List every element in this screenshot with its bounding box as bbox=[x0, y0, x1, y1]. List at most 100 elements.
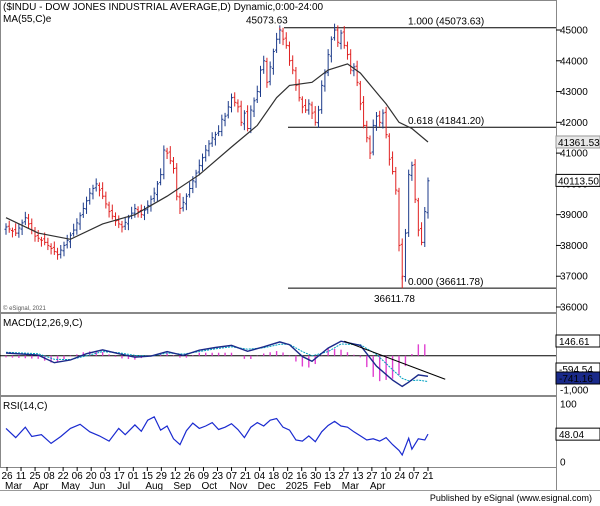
macd-last-box-histogram bbox=[555, 334, 600, 348]
price-candle bbox=[294, 66, 298, 91]
price-candle bbox=[110, 204, 114, 220]
price-candle bbox=[345, 41, 349, 60]
price-candle bbox=[420, 222, 424, 246]
price-candle bbox=[284, 32, 288, 49]
date-tick-month: Mar bbox=[342, 481, 360, 490]
price-candle bbox=[226, 101, 230, 119]
fibonacci-retracement: 1.000 (45073.63) 0.618 (41841.20) 0.000 (3… bbox=[246, 16, 556, 305]
price-candle bbox=[14, 223, 18, 237]
price-candle bbox=[416, 197, 420, 237]
price-panel-frame bbox=[0, 0, 557, 313]
price-candle bbox=[374, 111, 378, 131]
date-tick-month: Dec bbox=[258, 481, 276, 490]
price-candle bbox=[72, 223, 76, 237]
price-candle bbox=[255, 85, 259, 104]
price-candle bbox=[313, 106, 317, 126]
price-candle bbox=[184, 193, 188, 211]
price-candle bbox=[410, 161, 414, 181]
price-candle bbox=[62, 241, 66, 257]
price-candle bbox=[68, 232, 72, 249]
date-tick-day: 26 bbox=[184, 471, 196, 482]
date-tick-month: Nov bbox=[230, 481, 248, 490]
price-candle bbox=[23, 211, 27, 226]
price-candle bbox=[165, 147, 169, 160]
price-candle bbox=[320, 80, 324, 114]
price-candle bbox=[85, 196, 89, 214]
date-tick-day: 01 bbox=[128, 471, 140, 482]
date-tick-day: 07 bbox=[226, 471, 238, 482]
date-tick-day: 02 bbox=[282, 471, 294, 482]
price-tick-label: 43000 bbox=[560, 87, 588, 98]
price-candle bbox=[88, 188, 92, 205]
date-tick-day: 24 bbox=[394, 471, 406, 482]
macd-line bbox=[5, 340, 429, 388]
price-tick-label: 41000 bbox=[560, 149, 588, 160]
price-candle bbox=[316, 105, 320, 128]
price-candle bbox=[249, 105, 253, 134]
price-candle bbox=[188, 182, 192, 198]
price-candle bbox=[155, 180, 159, 201]
macd-last-label-macd: -594.54 bbox=[559, 365, 593, 376]
date-tick-day: 13 bbox=[324, 471, 336, 482]
date-tick-day: 23 bbox=[212, 471, 224, 482]
price-candle bbox=[326, 49, 330, 77]
price-candle bbox=[94, 178, 98, 192]
price-candle bbox=[97, 182, 101, 197]
price-candle bbox=[36, 229, 40, 243]
price-candle bbox=[104, 191, 108, 209]
price-candle bbox=[307, 99, 311, 115]
price-candle bbox=[368, 135, 372, 160]
price-candle bbox=[204, 144, 208, 162]
rsi-plot: 05010048.04 bbox=[5, 400, 600, 469]
last-value-label-price: 40113.50 bbox=[558, 176, 599, 187]
rsi-panel-frame bbox=[0, 396, 557, 468]
price-candle bbox=[10, 227, 14, 238]
price-candle bbox=[133, 203, 137, 218]
date-tick-day: 03 bbox=[100, 471, 112, 482]
macd-plot: -1,000 146.61 -594.54-741.16 bbox=[0, 334, 600, 397]
price-candle bbox=[194, 169, 198, 188]
price-candle bbox=[152, 187, 156, 203]
macd-trendline bbox=[344, 340, 446, 380]
macd-signal-line bbox=[5, 343, 429, 382]
price-candles bbox=[4, 23, 430, 289]
date-tick-day: 15 bbox=[142, 471, 154, 482]
chart-canvas: 1.000 (45073.63) 0.618 (41841.20) 0.000 (3… bbox=[0, 0, 600, 490]
date-tick-day: 09 bbox=[198, 471, 210, 482]
price-axis: 3600037000380003900040000410004200043000… bbox=[556, 26, 588, 314]
date-tick-day: 11 bbox=[16, 471, 27, 482]
date-tick-day: 27 bbox=[338, 471, 350, 482]
price-candle bbox=[7, 220, 11, 233]
price-candle bbox=[297, 79, 301, 102]
price-candle bbox=[181, 196, 185, 212]
price-candle bbox=[355, 60, 359, 87]
price-tick-label: 38000 bbox=[560, 241, 588, 252]
price-candle bbox=[175, 163, 179, 201]
price-candle bbox=[362, 96, 366, 129]
price-candle bbox=[52, 241, 56, 255]
price-candle bbox=[300, 96, 304, 114]
price-candle bbox=[220, 114, 224, 137]
macd-last-label-signal: -741.16 bbox=[559, 374, 593, 385]
date-tick-day: 22 bbox=[58, 471, 70, 482]
price-candle bbox=[217, 125, 221, 137]
ma-line bbox=[5, 63, 429, 240]
price-candle bbox=[403, 228, 407, 282]
price-candle bbox=[107, 201, 111, 218]
date-tick-day: 30 bbox=[310, 471, 322, 482]
date-tick-day: 21 bbox=[240, 471, 252, 482]
price-candle bbox=[114, 212, 118, 226]
price-candle bbox=[384, 106, 388, 139]
footer-credit: Published by eSignal (www.esignal.com) bbox=[0, 490, 600, 506]
date-tick-month: Jun bbox=[89, 481, 105, 490]
price-candle bbox=[265, 57, 269, 88]
price-candle bbox=[75, 218, 79, 235]
date-tick-month: Apr bbox=[370, 481, 386, 490]
last-value-box-price bbox=[555, 173, 600, 187]
price-candle bbox=[358, 80, 362, 111]
price-candle bbox=[20, 219, 24, 236]
price-candle bbox=[65, 234, 69, 249]
price-candle bbox=[271, 48, 275, 75]
price-candle bbox=[262, 55, 266, 74]
